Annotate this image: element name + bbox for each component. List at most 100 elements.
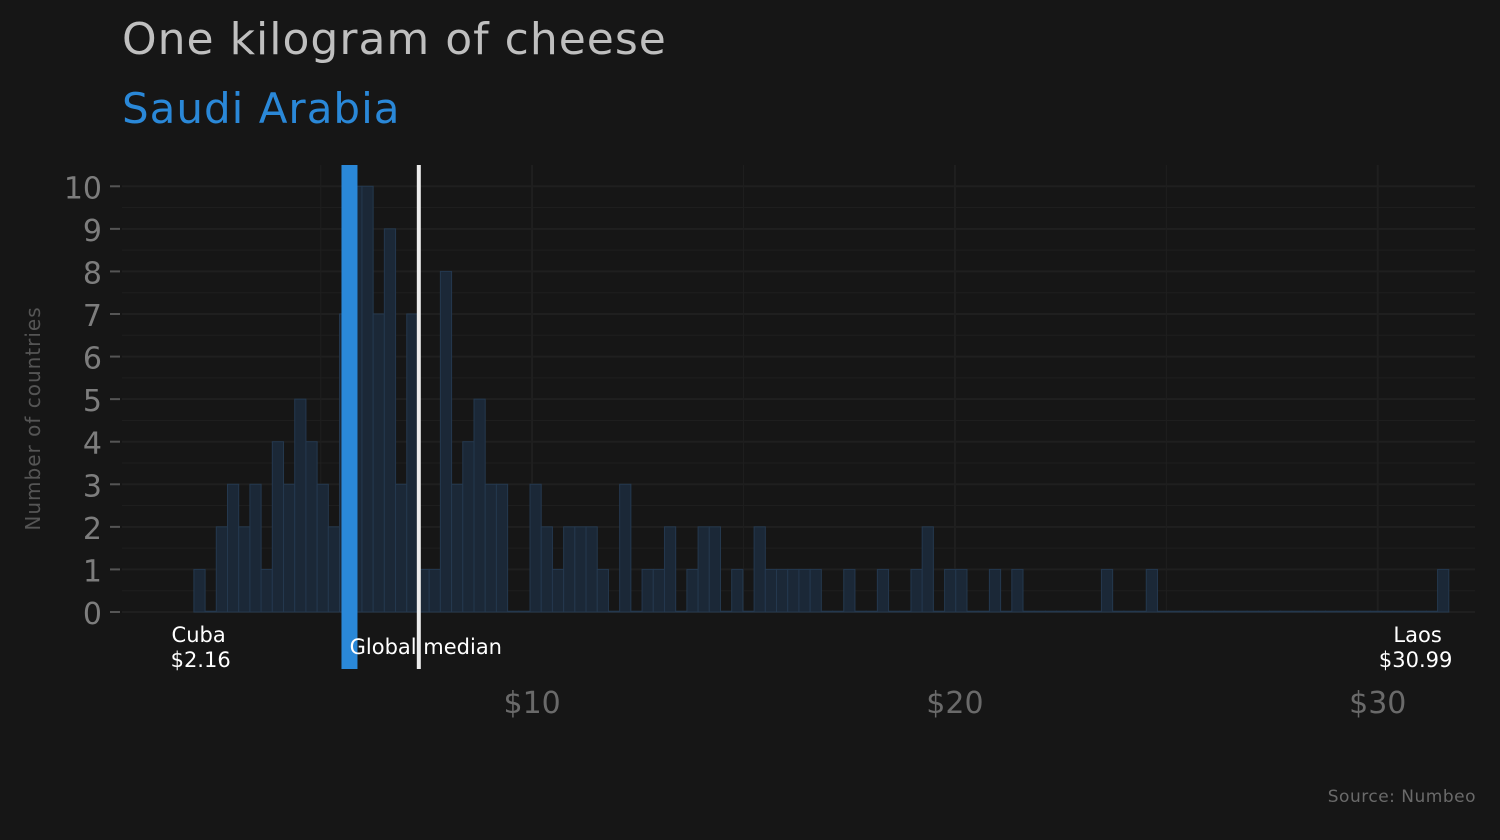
histogram-bar xyxy=(238,526,251,613)
y-tick-label: 2 xyxy=(83,512,102,547)
histogram-bar xyxy=(731,568,744,613)
global-median-line xyxy=(416,165,421,669)
histogram-bar xyxy=(708,526,721,613)
axis-layer: 0 1 2 3 4 5 6 7 8 9 10 Number of countries $10 $20 $30 xyxy=(21,171,1406,721)
y-tick-label: 4 xyxy=(83,427,102,462)
histogram-bar xyxy=(977,610,990,613)
histogram-bar xyxy=(820,610,834,613)
histogram-bar xyxy=(1056,610,1069,613)
histogram-bar xyxy=(854,610,867,613)
histogram-bar xyxy=(283,483,296,613)
histogram-bar xyxy=(1269,610,1282,613)
histogram-bar xyxy=(910,568,923,613)
histogram-bar xyxy=(686,568,699,613)
histogram-bar xyxy=(1257,610,1271,613)
histogram-bar xyxy=(697,526,710,613)
histogram-bar xyxy=(1100,568,1114,613)
histogram-bar xyxy=(372,313,385,613)
histogram-bar xyxy=(944,568,957,613)
histogram-bar xyxy=(1145,568,1158,613)
histogram-bar xyxy=(1011,568,1024,613)
highlight-line-saudi-arabia xyxy=(341,165,358,669)
y-tick-label: 1 xyxy=(83,554,102,589)
histogram-bar xyxy=(305,441,318,613)
histogram-bar xyxy=(574,526,587,613)
histogram-bar xyxy=(507,610,520,613)
histogram-bar xyxy=(585,526,598,613)
y-tick-label: 7 xyxy=(83,299,102,334)
y-axis-title: Number of countries xyxy=(21,306,45,530)
histogram-bar xyxy=(451,483,464,613)
histogram-bar xyxy=(955,568,968,613)
histogram-bar xyxy=(1302,610,1315,613)
histogram-bar xyxy=(1425,610,1439,613)
histogram-bar xyxy=(1414,610,1427,613)
histogram-bar xyxy=(1078,610,1091,613)
histogram-bar xyxy=(473,398,486,613)
histogram-bar xyxy=(719,610,733,613)
histogram-bar xyxy=(1179,610,1192,613)
histogram-bar xyxy=(226,483,240,613)
histogram-bar xyxy=(428,568,441,613)
histogram-bar xyxy=(540,526,553,613)
histogram-bar xyxy=(832,610,845,613)
histogram-bar xyxy=(921,526,934,613)
histogram-bar xyxy=(1134,610,1147,613)
histogram-bar xyxy=(271,441,285,613)
histogram-bar xyxy=(1437,568,1450,613)
histogram-bar xyxy=(260,568,273,613)
histogram-bar xyxy=(1224,610,1237,613)
y-tick-label: 5 xyxy=(83,384,102,419)
x-tick-label: $20 xyxy=(926,686,983,721)
histogram-bar xyxy=(518,610,531,613)
histogram-bar xyxy=(1336,610,1349,613)
histogram-bar xyxy=(395,483,408,613)
histogram-bar xyxy=(439,270,453,613)
histogram-bar xyxy=(1358,610,1371,613)
histogram-bar xyxy=(249,483,262,613)
histogram-bar xyxy=(327,526,341,613)
histogram-bar xyxy=(1381,610,1394,613)
histogram-bar xyxy=(1246,610,1259,613)
global-median-label: Global median xyxy=(350,635,502,659)
y-tick-label: 3 xyxy=(83,469,102,504)
histogram-bar xyxy=(406,313,419,613)
histogram-bar xyxy=(1369,610,1383,613)
histogram-bar xyxy=(865,610,878,613)
y-tick-label: 6 xyxy=(83,342,102,377)
histogram-bar xyxy=(1392,610,1405,613)
histogram-bar xyxy=(843,568,856,613)
max-country-name: Laos xyxy=(1393,623,1441,647)
x-tick-label: $30 xyxy=(1349,686,1406,721)
histogram-bar xyxy=(1123,610,1136,613)
histogram-bar xyxy=(204,610,217,613)
histogram-bar xyxy=(193,568,206,613)
y-tick-label: 9 xyxy=(83,214,102,249)
histogram-bar xyxy=(1156,610,1170,613)
histogram-bar xyxy=(1201,610,1214,613)
histogram-bar xyxy=(1044,610,1058,613)
histogram-bar xyxy=(294,398,307,613)
histogram-bar xyxy=(1280,610,1293,613)
histogram-bar xyxy=(776,568,789,613)
histogram-bar xyxy=(932,610,946,613)
y-tick-label: 10 xyxy=(64,171,102,206)
histogram-bar xyxy=(1403,610,1416,613)
min-country-name: Cuba xyxy=(172,623,226,647)
min-country-price: $2.16 xyxy=(171,648,231,672)
histogram-bar xyxy=(899,610,912,613)
histogram-bar xyxy=(764,568,778,613)
histogram-bar xyxy=(383,228,397,613)
histogram-bar xyxy=(888,610,901,613)
histogram-bar xyxy=(596,568,609,613)
x-tick-label: $10 xyxy=(503,686,560,721)
histogram-bar xyxy=(988,568,1002,613)
annotation-layer: Cuba$2.16 Laos$30.99 Global median xyxy=(171,623,1453,672)
histogram-bar xyxy=(798,568,811,613)
histogram-bar xyxy=(1325,610,1338,613)
histogram-bar xyxy=(1168,610,1181,613)
histogram-bar xyxy=(787,568,800,613)
histogram-bar xyxy=(1033,610,1046,613)
chart-title: One kilogram of cheese xyxy=(122,14,667,65)
